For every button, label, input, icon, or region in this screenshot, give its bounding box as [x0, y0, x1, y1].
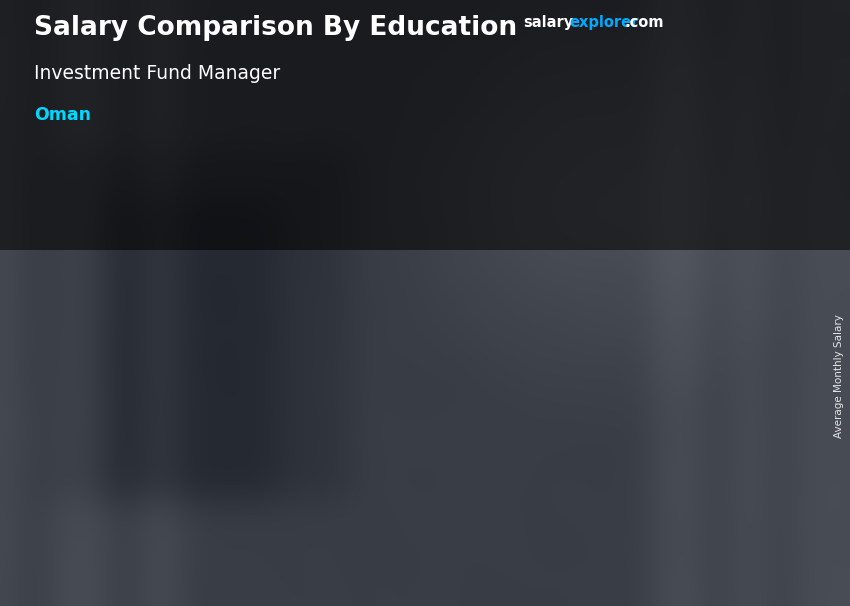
Polygon shape	[210, 435, 230, 541]
Text: ✦: ✦	[635, 63, 641, 69]
Text: +57%: +57%	[224, 328, 300, 351]
Polygon shape	[118, 441, 210, 541]
Polygon shape	[336, 384, 427, 541]
Text: Certificate or
Diploma: Certificate or Diploma	[110, 552, 218, 587]
Text: salary: salary	[523, 15, 573, 30]
Text: .com: .com	[625, 15, 664, 30]
Text: Bachelor's
Degree: Bachelor's Degree	[338, 552, 423, 587]
Text: 1,700 OMR: 1,700 OMR	[113, 416, 215, 434]
Text: 4,470 OMR: 4,470 OMR	[547, 251, 649, 269]
Polygon shape	[552, 262, 663, 278]
Polygon shape	[118, 435, 230, 441]
Bar	[652, 90, 748, 127]
Text: 2,670 OMR: 2,670 OMR	[330, 358, 432, 376]
Text: Investment Fund Manager: Investment Fund Manager	[34, 64, 280, 82]
Polygon shape	[552, 278, 643, 541]
Text: Average Monthly Salary: Average Monthly Salary	[834, 314, 844, 438]
Polygon shape	[643, 262, 663, 541]
FancyArrowPatch shape	[371, 249, 602, 367]
Bar	[652, 39, 748, 90]
Text: Oman: Oman	[34, 106, 91, 124]
Text: +68%: +68%	[440, 219, 517, 243]
Bar	[652, 127, 748, 145]
Text: Salary Comparison By Education: Salary Comparison By Education	[34, 15, 517, 41]
Polygon shape	[427, 375, 446, 541]
Text: Master's
Degree: Master's Degree	[562, 552, 633, 587]
Text: explorer: explorer	[570, 15, 639, 30]
Polygon shape	[336, 375, 446, 384]
Bar	[625, 39, 652, 145]
FancyArrowPatch shape	[155, 352, 385, 428]
